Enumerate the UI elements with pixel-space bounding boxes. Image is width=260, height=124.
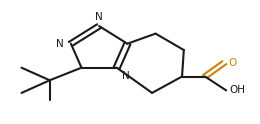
Text: N: N: [95, 12, 103, 22]
Text: N: N: [56, 39, 64, 49]
Text: OH: OH: [230, 85, 246, 95]
Text: O: O: [228, 58, 236, 68]
Text: N: N: [122, 71, 130, 81]
